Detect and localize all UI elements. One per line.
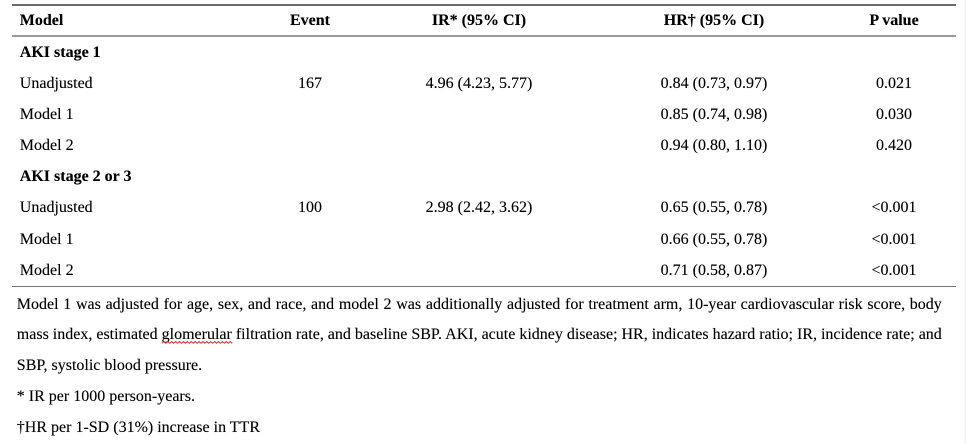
- cell-event: [258, 255, 362, 286]
- cell-p: <0.001: [871, 199, 917, 217]
- table-row: Model 1 0.85 (0.74, 0.98) 0.030: [12, 99, 956, 130]
- cell-model: Unadjusted: [19, 199, 93, 217]
- column-header-p: P value: [869, 11, 919, 29]
- table-row: Unadjusted 167 4.96 (4.23, 5.77) 0.84 (0…: [12, 68, 956, 99]
- cell-model: Model 2: [19, 137, 74, 155]
- cell-event: [258, 161, 362, 192]
- table-top-rule: [12, 4, 956, 6]
- cell-hr: 0.65 (0.55, 0.78): [660, 199, 768, 217]
- cell-event: 100: [298, 199, 322, 217]
- cell-p: 0.420: [876, 137, 912, 155]
- cell-event: [258, 37, 362, 68]
- column-header-ir: IR* (95% CI): [431, 11, 527, 29]
- cell-model: AKI stage 2 or 3: [19, 168, 132, 186]
- table-bottom-rule: [12, 285, 956, 288]
- table-row: Model 1 0.66 (0.55, 0.78) <0.001: [12, 224, 956, 255]
- cell-event: 167: [298, 74, 322, 92]
- cell-model: Model 1: [19, 230, 74, 248]
- cell-hr: 0.85 (0.74, 0.98): [660, 106, 768, 123]
- column-header-event: Event: [290, 11, 330, 29]
- cell-p: 0.030: [876, 106, 912, 123]
- cell-event: [258, 224, 362, 255]
- cell-ir: [362, 37, 596, 68]
- results-table: Model Event IR* (95% CI) HR† (95% CI) P …: [12, 0, 956, 288]
- footnote-adjustment-line-2-post: filtration rate, and baseline SBP. AKI, …: [231, 326, 942, 344]
- misspelled-word-text: glomerular: [161, 326, 232, 344]
- footnote-adjustment-line-2: mass index, estimated glomerular filtrat…: [17, 320, 942, 351]
- cell-model: Model 2: [19, 261, 74, 279]
- cell-ir: [362, 255, 596, 286]
- cell-p: <0.001: [871, 230, 917, 248]
- misspelled-word-glomerular: glomerular: [162, 326, 232, 343]
- footnote-ir-rate: * IR per 1000 person-years.: [16, 387, 195, 405]
- column-header-model: Model: [19, 11, 64, 29]
- column-header-hr: HR† (95% CI): [663, 11, 765, 29]
- table-row: Unadjusted 100 2.98 (2.42, 3.62) 0.65 (0…: [12, 192, 956, 223]
- footnote-adjustment-line-3: SBP, systolic blood pressure.: [16, 357, 203, 375]
- cell-ir: [362, 99, 596, 130]
- cell-event: [258, 130, 362, 161]
- footnote-adjustment-line-1: Model 1 was adjusted for age, sex, and r…: [16, 295, 942, 313]
- cell-event: [258, 99, 362, 130]
- cell-model: Model 1: [19, 106, 74, 123]
- cell-p: [832, 37, 956, 68]
- cell-hr: 0.71 (0.58, 0.87): [660, 261, 768, 279]
- footnote-adjustment-line-2-pre: mass index, estimated: [16, 326, 162, 344]
- table-row-section-aki-stage-1: AKI stage 1: [12, 37, 956, 68]
- cell-p: <0.001: [871, 261, 917, 279]
- spellcheck-squiggle-underline: [162, 341, 232, 344]
- cell-p: [832, 161, 956, 192]
- cell-ir: 2.98 (2.42, 3.62): [425, 199, 533, 217]
- cell-ir: 4.96 (4.23, 5.77): [425, 74, 533, 92]
- table-row: Model 2 0.94 (0.80, 1.10) 0.420: [12, 130, 956, 161]
- table-header-rule: [12, 34, 956, 37]
- table-row-section-aki-stage-2-or-3: AKI stage 2 or 3: [12, 161, 956, 192]
- cell-ir: [362, 130, 596, 161]
- cell-hr: 0.84 (0.73, 0.97): [660, 74, 768, 92]
- cell-hr: [596, 161, 832, 192]
- table-row: Model 2 0.71 (0.58, 0.87) <0.001: [12, 255, 956, 286]
- cell-ir: [362, 224, 596, 255]
- cell-hr: 0.66 (0.55, 0.78): [660, 230, 768, 248]
- cell-hr: [596, 37, 832, 68]
- cell-model: AKI stage 1: [19, 43, 101, 61]
- cell-model: Unadjusted: [19, 74, 93, 92]
- table-header-row: Model Event IR* (95% CI) HR† (95% CI) P …: [12, 6, 956, 35]
- cell-p: 0.021: [876, 74, 912, 92]
- cell-hr: 0.94 (0.80, 1.10): [660, 137, 768, 155]
- footnote-hr-ttr: †HR per 1-SD (31%) increase in TTR: [16, 418, 260, 436]
- table-footnotes: Model 1 was adjusted for age, sex, and r…: [17, 290, 942, 444]
- cell-ir: [362, 161, 596, 192]
